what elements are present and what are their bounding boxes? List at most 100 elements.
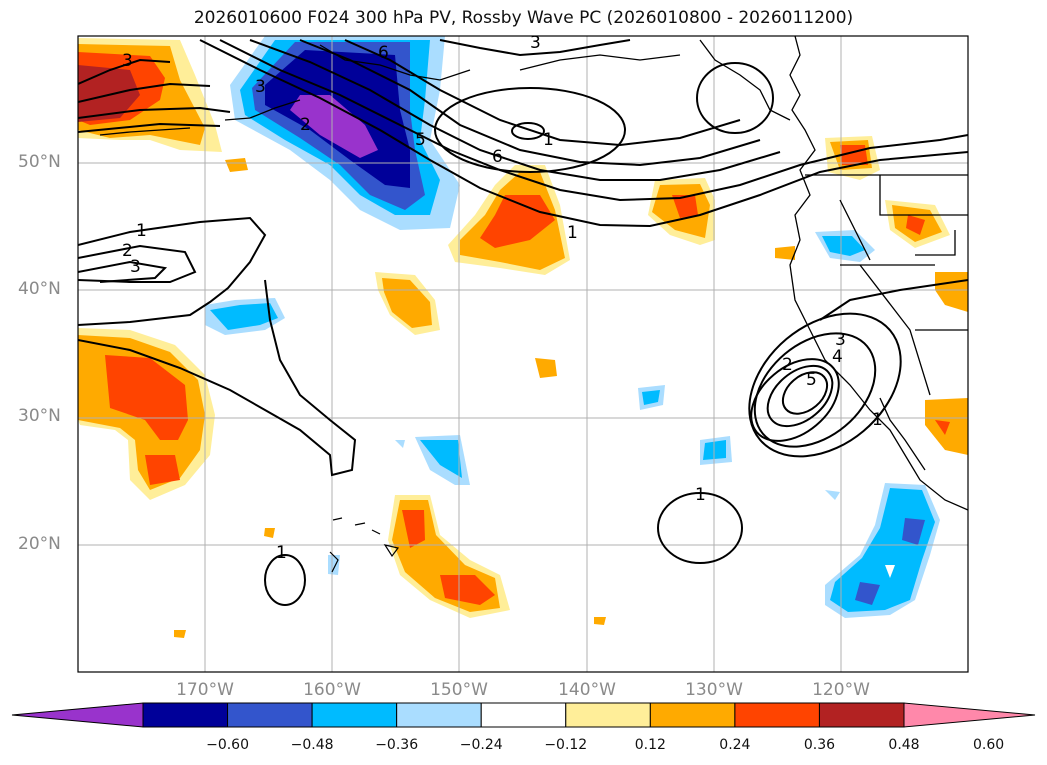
pv-positive-region [440,575,495,605]
pv-positive-region [935,420,950,435]
contour-line [781,371,829,415]
colorbar-segment [480,702,567,728]
colorbar-segment [227,702,313,728]
contour-labels: 3 3 6 3 2 5 1 6 1 1 2 3 2 3 4 5 1 1 1 [122,33,883,563]
pv-positive-region [225,158,248,172]
pv-positive-region [906,215,925,235]
contour-label: 1 [695,485,706,505]
chart-title: 2026010600 F024 300 hPa PV, Rossby Wave … [193,8,854,28]
colorbar [11,702,1036,728]
contour-line [264,554,306,606]
colorbar-tick-label: 0.24 [719,737,751,753]
contour-line [439,39,631,57]
colorbar-segment [734,702,820,728]
contour-line [78,260,168,283]
contour-label: 3 [835,330,846,350]
colorbar-tick-label: −0.60 [206,737,249,753]
contour-line [78,82,211,103]
pv-positive-region [672,195,698,218]
contour-line [657,492,743,564]
pv-positive-region [78,65,140,122]
contour-label: 2 [782,355,793,375]
wave-pc-contours [78,39,968,606]
colorbar-segment [649,702,736,728]
lon-label-140w: 140°W [558,680,616,700]
contour-label: 1 [567,223,578,243]
lon-label-170w: 170°W [176,680,234,700]
colorbar-extend-min [11,702,144,728]
contour-label: 3 [530,33,541,53]
contour-line [766,364,834,428]
colorbar-segment [565,702,651,728]
colorbar-tick-label: 0.48 [888,737,920,753]
colorbar-segment [396,702,482,728]
contour-line [78,279,357,477]
hawaii-islands [329,517,400,573]
contour-line [78,106,231,119]
colorbar-extend-max [903,702,1036,728]
pv-negative-region [855,582,880,605]
pv-negative-region [290,95,378,158]
contour-label: 2 [300,115,311,135]
contour-label: 4 [832,347,843,367]
contour-line [78,244,197,283]
pv-negative-region [902,518,925,545]
lat-label-50n: 50°N [18,152,61,172]
contour-label: 1 [872,410,883,430]
pv-positive-region [480,195,555,248]
colorbar-tick-label: 0.36 [803,737,836,753]
pv-positive-region [145,455,180,485]
contour-label: 1 [136,221,147,241]
lat-label-40n: 40°N [18,279,61,299]
colorbar-tick-label: −0.36 [375,737,419,753]
lon-label-130w: 130°W [685,680,743,700]
pv-negative-region [420,440,462,478]
lon-label-160w: 160°W [303,680,361,700]
coastlines [99,36,968,511]
pv-positive-region [885,565,895,578]
colorbar-tick-label: −0.24 [459,737,503,753]
contour-label: 3 [255,77,266,97]
contour-label: 6 [492,147,503,167]
contour-line [299,39,761,167]
contour-line [219,39,968,202]
lon-label-150w: 150°W [430,680,488,700]
contour-line [819,279,968,321]
pv-positive-region [535,358,557,378]
pv-negative-region [328,555,340,575]
contour-line [78,58,171,85]
colorbar-tick-label: −0.12 [544,737,588,753]
pv-positive-region [402,510,425,548]
pv-negative-region [395,440,405,448]
contour-line [748,312,902,458]
contour-label: 1 [276,543,287,563]
contour-label: 5 [806,370,817,390]
lat-label-20n: 20°N [18,534,61,554]
contour-line [750,358,840,442]
contour-label: 5 [415,130,426,150]
colorbar-tick-label: −0.48 [290,737,334,753]
pv-positive-region [594,617,606,625]
pv-negative-region [822,236,865,256]
contour-line [249,39,781,181]
contour-label: 2 [122,241,133,261]
contour-label: 6 [378,43,389,63]
pv-positive-region [775,246,795,260]
pv-negative-region [825,490,840,500]
contour-line [434,87,626,173]
contour-label: 3 [122,51,133,71]
colorbar-segment [142,702,229,728]
colorbar-tick-label: 0.12 [634,737,666,753]
contour-line [344,39,741,147]
contour-line [78,122,221,133]
map-background [78,36,968,672]
contour-line [511,122,545,140]
colorbar-segment [311,702,398,728]
pv-negative-region [210,303,278,330]
contour-line [199,39,968,228]
contour-line [753,332,877,448]
pv-positive-region [264,528,275,538]
contour-line [78,216,267,326]
pv-negative-region [642,390,660,405]
